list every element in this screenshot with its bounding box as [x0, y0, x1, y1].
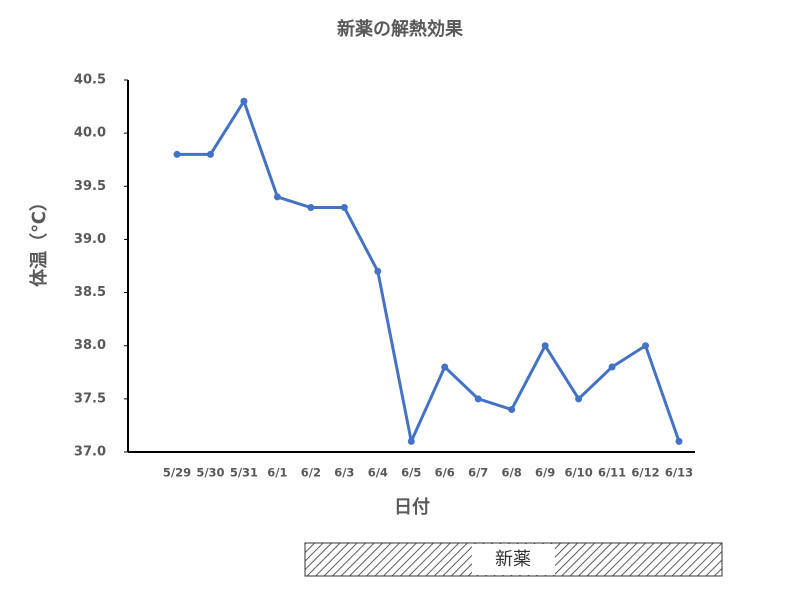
data-point [675, 437, 683, 445]
annotation-label-bg [472, 544, 555, 575]
chart-title: 新薬の解熱効果 [337, 18, 464, 40]
x-tick-label: 6/2 [301, 466, 321, 480]
annotation-label: 新薬 [495, 549, 531, 570]
y-tick-label: 37.5 [74, 391, 106, 406]
x-tick-label: 6/3 [334, 466, 354, 480]
data-point [307, 204, 315, 212]
data-point [407, 437, 415, 445]
data-point [541, 342, 549, 350]
x-tick-label: 6/8 [502, 466, 522, 480]
x-tick-label: 6/5 [401, 466, 421, 480]
x-tick-label: 6/12 [631, 466, 659, 480]
y-tick-label: 38.5 [74, 285, 106, 300]
data-point [474, 395, 482, 403]
data-point [273, 193, 281, 201]
y-axis-label: 体温（℃） [28, 193, 50, 287]
y-tick-label: 39.5 [74, 179, 106, 194]
data-point [340, 204, 348, 212]
data-point [240, 97, 248, 105]
x-tick-label: 6/11 [598, 466, 626, 480]
y-tick-label: 40.5 [74, 73, 106, 88]
data-point [206, 150, 214, 158]
x-tick-label: 5/29 [163, 466, 191, 480]
data-point [608, 363, 616, 371]
data-point [441, 363, 449, 371]
x-tick-label: 6/13 [665, 466, 693, 480]
y-tick-label: 39.0 [74, 232, 106, 247]
x-tick-label: 6/7 [468, 466, 488, 480]
x-tick-label: 5/30 [196, 466, 224, 480]
y-tick-label: 38.0 [74, 338, 106, 353]
x-tick-label: 5/31 [230, 466, 258, 480]
x-tick-label: 6/10 [564, 466, 592, 480]
data-point [575, 395, 583, 403]
data-point [642, 342, 650, 350]
x-tick-label: 6/4 [368, 466, 388, 480]
y-tick-label: 40.0 [74, 126, 106, 141]
x-tick-label: 6/6 [435, 466, 455, 480]
x-tick-label: 6/9 [535, 466, 555, 480]
data-point [173, 150, 181, 158]
data-line [177, 99, 681, 443]
y-tick-label: 37.0 [74, 445, 106, 460]
data-point [374, 267, 382, 275]
x-axis-label: 日付 [394, 496, 430, 518]
x-tick-label: 6/1 [267, 466, 287, 480]
data-point [508, 405, 516, 413]
